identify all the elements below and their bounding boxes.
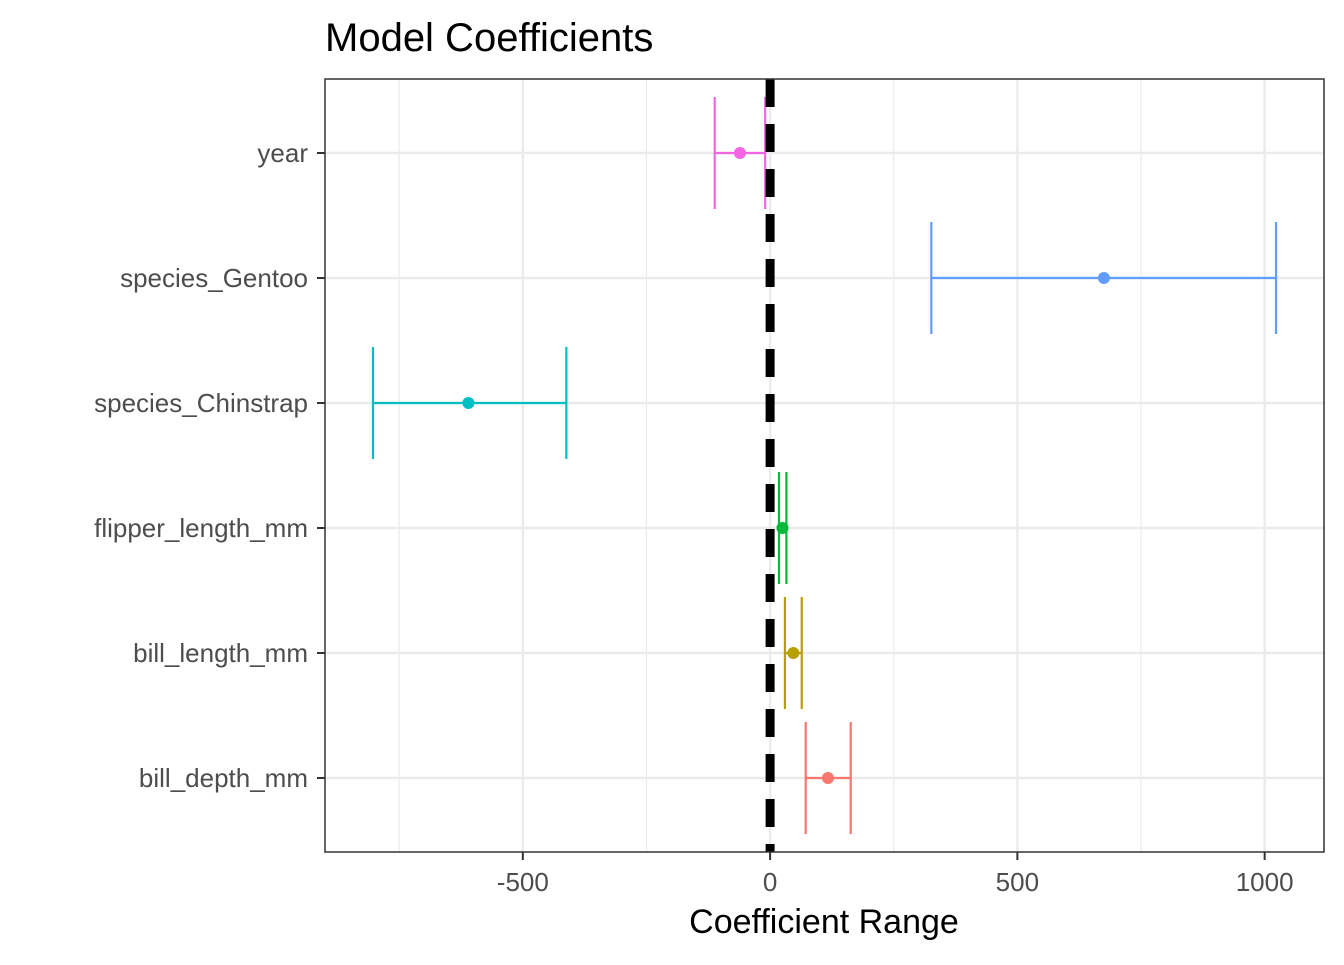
estimate-point — [821, 772, 834, 784]
x-axis-tick-label: -500 — [497, 867, 549, 897]
y-axis-tick-label: species_Chinstrap — [94, 388, 308, 418]
estimate-point — [462, 397, 475, 409]
y-axis-tick-label: year — [257, 138, 308, 168]
estimate-point — [733, 147, 746, 159]
y-axis-tick-label: bill_length_mm — [133, 638, 308, 668]
y-axis-tick-label: species_Gentoo — [120, 263, 308, 293]
y-axis-tick-label: flipper_length_mm — [94, 513, 308, 543]
x-axis-title: Coefficient Range — [689, 903, 959, 941]
chart-title: Model Coefficients — [325, 16, 653, 60]
x-axis-tick-label: 1000 — [1236, 867, 1294, 897]
errorbar-species_Chinstrap — [371, 347, 568, 459]
plot-panel-background — [325, 79, 1324, 852]
plot-panel-border — [324, 78, 1325, 853]
errorbar-flipper_length_mm — [776, 472, 789, 584]
y-axis-tick-label: bill_depth_mm — [139, 763, 308, 793]
estimate-point — [1097, 272, 1110, 284]
x-axis-tick-label: 0 — [763, 867, 777, 897]
errorbar-species_Gentoo — [930, 222, 1278, 334]
errorbar-bill_depth_mm — [804, 722, 852, 834]
errorbar-year — [713, 97, 767, 209]
x-axis-tick-label: 500 — [996, 867, 1039, 897]
estimate-point — [776, 522, 789, 534]
estimate-point — [787, 647, 800, 659]
errorbar-bill_length_mm — [783, 597, 803, 709]
